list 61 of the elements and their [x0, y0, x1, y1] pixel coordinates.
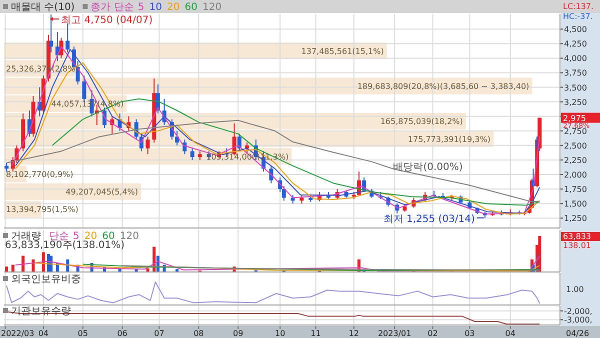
chart-title: 외국인보유비중	[11, 274, 81, 285]
y-tick-label: 2,000	[564, 170, 587, 180]
data-label: 137,485,561(15,1%)	[301, 46, 384, 56]
text: 60	[184, 2, 198, 13]
y-tick-label: 2,250	[564, 156, 587, 165]
data-label: 175,773,391(19,3%)	[408, 134, 490, 144]
x-tick-label: 11	[310, 329, 321, 338]
x-tick-label: 10	[275, 329, 286, 338]
y-tick-label: 2,750	[564, 126, 587, 136]
chart-title: 거래량	[11, 231, 41, 242]
y-tick-label: 4,250	[564, 40, 587, 49]
x-tick-label: 12	[348, 329, 359, 338]
data-label: 8,102,770(0,9%)	[6, 170, 74, 179]
y-tick-label: 3,500	[564, 83, 587, 92]
text: 20	[84, 231, 98, 242]
y-tick-label: 3,750	[564, 68, 587, 78]
y-tick-label: 3,250	[564, 98, 587, 107]
text: 5	[138, 2, 144, 13]
x-tick-label: 09	[233, 329, 244, 338]
text: 5	[73, 231, 80, 242]
annotation: 2,975	[563, 114, 586, 123]
x-tick-label: 04	[38, 329, 49, 338]
data-label: 165,875,039(18,2%)	[380, 117, 463, 126]
x-tick-label: 03	[464, 329, 475, 338]
y-tick-label: -3,000,	[564, 316, 592, 325]
y-tick-label: 4,500	[564, 25, 587, 34]
text: HC:-37.	[563, 12, 593, 21]
x-tick-label: 04	[505, 329, 516, 338]
y-tick-label: 1,250	[564, 214, 587, 224]
x-tick-label: 05	[78, 329, 88, 338]
annotation: 최고 4,750 (04/07)	[61, 15, 153, 26]
text: 138.01	[563, 241, 591, 250]
annotation: 63,833,190주(138.01%)	[5, 240, 125, 251]
text: 04/26	[566, 329, 590, 338]
x-tick-label: 07	[154, 329, 164, 338]
text: LC:137.	[563, 2, 594, 11]
y-tick-label: 1,500	[564, 200, 587, 209]
data-label: 189,683,809(20,8%)(3,685,60 ~ 3,383,40)	[357, 82, 530, 91]
y-tick-label: 1,750	[564, 185, 587, 194]
text: 120	[202, 2, 222, 13]
legend-title: 단순	[49, 231, 69, 242]
x-tick-label: 02	[428, 329, 438, 338]
text: 20	[167, 2, 180, 13]
y-tick-label: 4,000	[564, 54, 587, 64]
x-tick-label: 08	[194, 329, 204, 338]
y-tick-label: -2,000,	[564, 306, 592, 316]
x-tick-label: 2023/01	[378, 329, 412, 338]
y-tick-label: 2,500	[564, 141, 587, 150]
text: 60	[102, 231, 115, 242]
annotation: 배당락(0.00%)	[393, 162, 463, 173]
text: 120	[120, 231, 139, 242]
annotation: 최저 1,255 (03/14)	[383, 214, 476, 225]
chart-title: 매물대 수(10)	[11, 2, 75, 13]
x-tick-label: 2022/03	[1, 329, 34, 338]
text: 63,833	[563, 232, 591, 241]
text: 1.00	[566, 285, 584, 294]
data-label: 13,394,795(1,5%)	[6, 205, 78, 214]
data-label: 49,207,045(5,4%)	[66, 188, 138, 197]
x-tick-label: 06	[117, 329, 128, 338]
text: 10	[149, 2, 162, 13]
legend-title: 종가 단순	[90, 2, 134, 13]
